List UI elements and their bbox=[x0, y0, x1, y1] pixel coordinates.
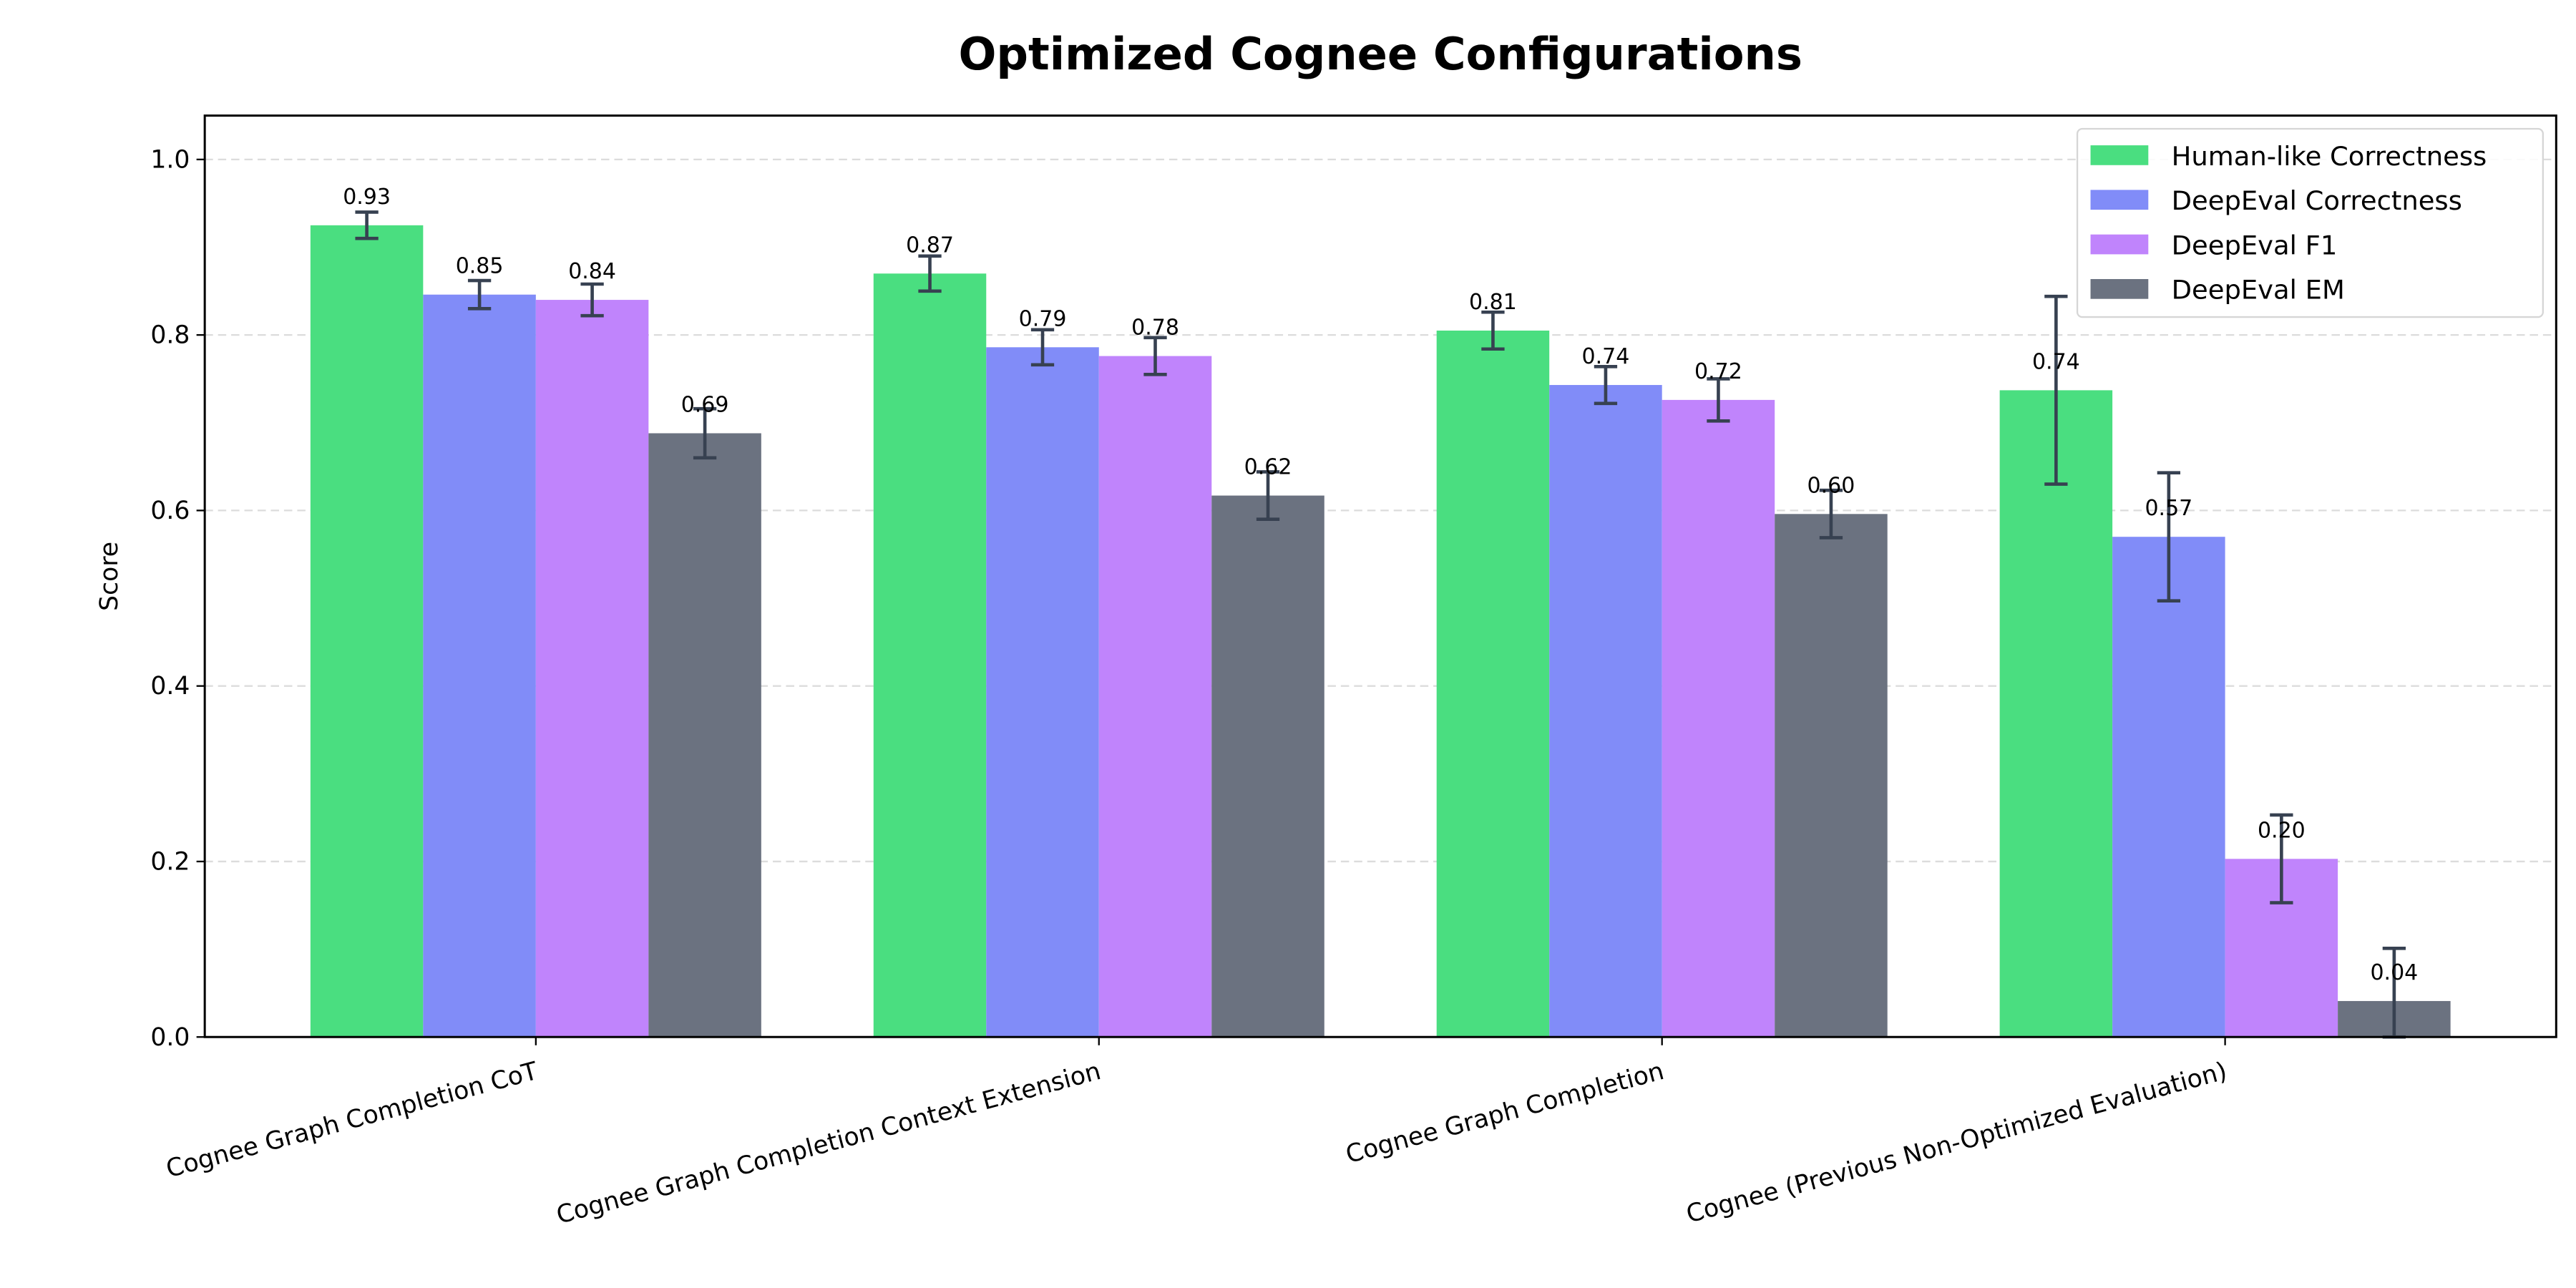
data-label: 0.20 bbox=[2258, 818, 2306, 843]
bar bbox=[1662, 399, 1775, 1038]
y-tick-label: 0.0 bbox=[150, 1023, 190, 1052]
bar bbox=[1775, 514, 1888, 1038]
data-label: 0.69 bbox=[681, 392, 729, 417]
x-tick-label: Cognee Graph Completion CoT bbox=[163, 1057, 542, 1184]
data-label: 0.74 bbox=[1582, 344, 1630, 369]
data-label: 0.81 bbox=[1469, 290, 1517, 315]
legend-swatch bbox=[2090, 279, 2149, 299]
bar bbox=[986, 347, 1099, 1038]
data-label: 0.93 bbox=[343, 185, 391, 210]
legend-label: DeepEval Correctness bbox=[2172, 185, 2462, 216]
bar bbox=[648, 433, 761, 1038]
data-label: 0.85 bbox=[456, 254, 504, 279]
legend-label: Human-like Correctness bbox=[2172, 141, 2487, 172]
legend-swatch bbox=[2090, 145, 2149, 165]
data-label: 0.84 bbox=[568, 259, 616, 284]
bar bbox=[310, 225, 424, 1038]
data-label: 0.62 bbox=[1244, 455, 1292, 480]
bar bbox=[1436, 331, 1550, 1038]
legend-label: DeepEval EM bbox=[2172, 275, 2345, 306]
bar bbox=[2112, 537, 2225, 1038]
y-tick-label: 0.8 bbox=[150, 321, 190, 350]
data-label: 0.78 bbox=[1131, 316, 1179, 341]
y-tick-label: 1.0 bbox=[150, 145, 190, 174]
y-tick-label: 0.2 bbox=[150, 847, 190, 876]
bar bbox=[1211, 495, 1324, 1038]
legend: Human-like Correctness DeepEval Correctne… bbox=[2076, 127, 2544, 318]
data-label: 0.04 bbox=[2370, 960, 2418, 985]
legend-label: DeepEval F1 bbox=[2172, 230, 2338, 260]
data-label: 0.72 bbox=[1694, 359, 1742, 384]
legend-swatch bbox=[2090, 190, 2149, 210]
data-label: 0.87 bbox=[906, 233, 954, 258]
bar bbox=[1549, 385, 1662, 1038]
plot-frame bbox=[203, 114, 2557, 1038]
chart-title: Optimized Cognee Configurations bbox=[958, 28, 1802, 80]
data-label: 0.57 bbox=[2145, 496, 2192, 521]
legend-box bbox=[2076, 127, 2544, 318]
x-tick-label: Cognee Graph Completion Context Extensio… bbox=[553, 1057, 1103, 1230]
bar bbox=[1098, 356, 1212, 1038]
x-tick-label: Cognee (Previous Non-Optimized Evaluatio… bbox=[1683, 1057, 2230, 1229]
bar bbox=[423, 294, 536, 1038]
y-tick-label: 0.6 bbox=[150, 497, 190, 525]
bar bbox=[873, 273, 987, 1038]
data-label: 0.79 bbox=[1019, 306, 1067, 331]
y-axis-label: Score bbox=[95, 542, 124, 611]
y-tick-label: 0.4 bbox=[150, 672, 190, 701]
data-label: 0.74 bbox=[2032, 349, 2080, 374]
bar bbox=[1999, 390, 2113, 1038]
bar bbox=[535, 300, 649, 1038]
x-tick-label: Cognee Graph Completion bbox=[1343, 1057, 1667, 1169]
legend-swatch bbox=[2090, 234, 2149, 255]
data-label: 0.60 bbox=[1807, 473, 1855, 498]
